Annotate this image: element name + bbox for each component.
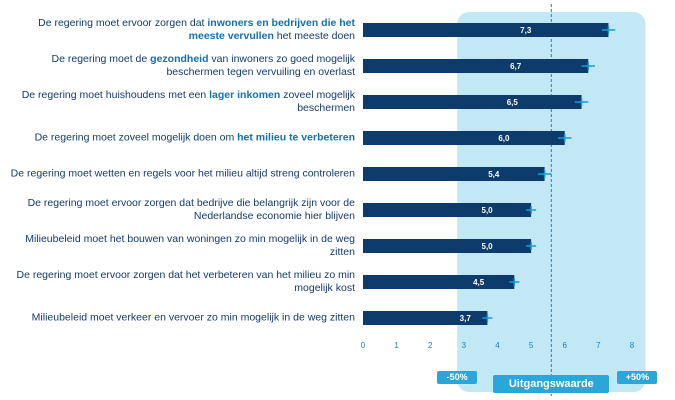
category-label: De regering moet ervoor zorgen dat bedri… — [0, 197, 355, 223]
value-label: 4,5 — [473, 278, 485, 287]
category-label: Milieubeleid moet het bouwen van woninge… — [0, 233, 355, 259]
category-label: De regering moet zoveel mogelijk doen om… — [0, 132, 355, 145]
bar — [363, 131, 565, 145]
label-text: De regering moet ervoor zorgen dat bedri… — [27, 197, 355, 222]
value-label: 5,0 — [482, 242, 494, 251]
category-label: De regering moet wetten en regels voor h… — [0, 168, 355, 181]
x-tick-label: 7 — [596, 341, 601, 350]
label-text: Milieubeleid moet het bouwen van woninge… — [25, 233, 355, 258]
x-tick-label: 4 — [495, 341, 500, 350]
x-tick-label: 6 — [563, 341, 568, 350]
category-label: Milieubeleid moet verkeer en vervoer zo … — [0, 312, 355, 325]
bar — [363, 239, 532, 253]
value-label: 6,5 — [507, 98, 519, 107]
bar — [363, 311, 488, 325]
label-text: De regering moet huishoudens met een — [21, 89, 210, 101]
label-text: De regering moet ervoor zorgen dat het v… — [16, 269, 355, 294]
value-label: 3,7 — [460, 314, 472, 323]
label-highlight: lager inkomen — [209, 89, 281, 101]
x-tick-label: 1 — [394, 341, 399, 350]
bar — [363, 275, 515, 289]
label-text: het meeste doen — [273, 30, 355, 42]
category-label: De regering moet de gezondheid van inwon… — [0, 53, 355, 79]
label-text: De regering moet zoveel mogelijk doen om — [34, 131, 238, 144]
reference-label: Uitgangswaarde — [493, 375, 610, 393]
x-tick-label: 8 — [630, 341, 635, 350]
bar — [363, 23, 609, 37]
category-label: De regering moet ervoor zorgen dat inwon… — [0, 17, 355, 43]
label-text: De regering moet wetten en regels voor h… — [10, 167, 355, 180]
label-highlight: het milieu te verbeteren — [237, 131, 355, 144]
bar — [363, 59, 589, 73]
label-text: De regering moet de — [51, 53, 151, 65]
category-label: De regering moet ervoor zorgen dat het v… — [0, 269, 355, 295]
value-label: 6,0 — [498, 134, 510, 143]
x-tick-label: 2 — [428, 341, 433, 350]
label-text: zoveel mogelijk beschermen — [280, 89, 355, 114]
label-text: Milieubeleid moet verkeer en vervoer zo … — [31, 311, 355, 324]
label-highlight: gezondheid — [150, 53, 209, 65]
x-tick-label: 3 — [462, 341, 467, 350]
value-label: 5,4 — [488, 170, 500, 179]
label-highlight: inwoners en bedrijven die het meeste ver… — [188, 17, 355, 42]
x-tick-label: 0 — [361, 341, 366, 350]
band-to-label: +50% — [617, 371, 658, 384]
label-text: De regering moet ervoor zorgen dat — [38, 17, 208, 29]
label-text: van inwoners zo goed mogelijk beschermen… — [166, 53, 355, 78]
bar — [363, 95, 582, 109]
band-from-label: -50% — [437, 371, 478, 384]
category-label: De regering moet huishoudens met een lag… — [0, 89, 355, 115]
value-label: 7,3 — [520, 26, 532, 35]
bar — [363, 167, 545, 181]
value-label: 5,0 — [482, 206, 494, 215]
x-tick-label: 5 — [529, 341, 534, 350]
bar — [363, 203, 532, 217]
value-label: 6,7 — [510, 62, 522, 71]
